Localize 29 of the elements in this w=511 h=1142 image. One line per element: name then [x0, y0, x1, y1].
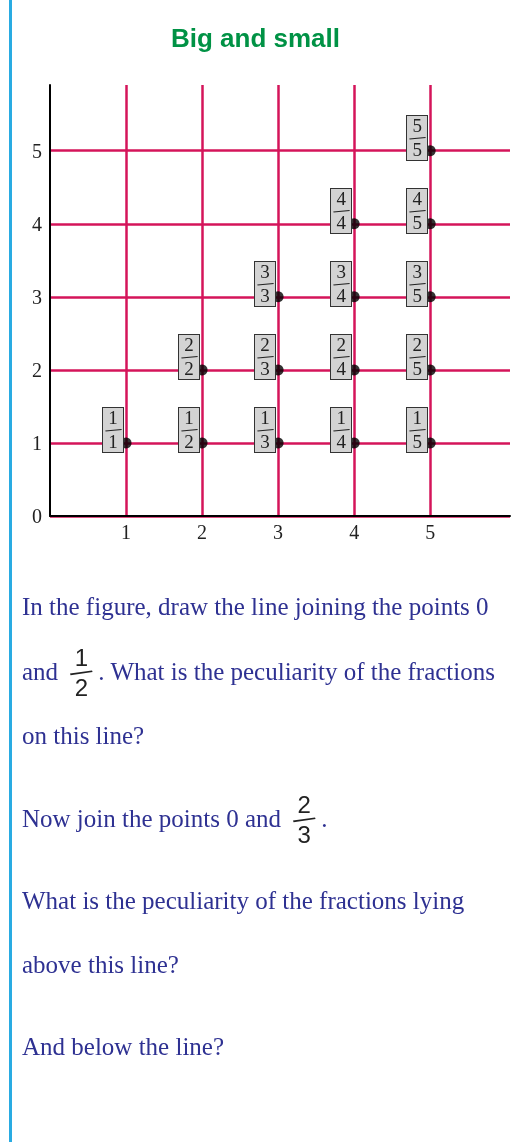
annotation: 1/3 [251, 407, 280, 453]
annotation: 1/2 [175, 407, 204, 453]
annotation: 3/4 [327, 261, 356, 307]
chart-title: Big and small [170, 23, 341, 53]
x-tick-label: 4 [349, 521, 360, 543]
y-tick-label: 4 [32, 212, 42, 235]
x-tick-label: 2 [197, 521, 208, 543]
annotation: 1/4 [327, 407, 356, 453]
annotation: 4/4 [327, 188, 356, 234]
y-tick-label: 2 [32, 358, 42, 381]
annotation: 4/5 [403, 188, 432, 234]
annotation: 1/5 [403, 407, 432, 453]
annotation: 2/5 [403, 334, 432, 380]
annotation: 3/5 [403, 261, 432, 307]
annotation: 5/5 [403, 115, 432, 161]
annotation: 2/3 [251, 334, 280, 380]
text: And below the line? [22, 1033, 225, 1060]
y-tick-label: 3 [32, 285, 42, 308]
y-tick-label: 5 [32, 139, 42, 162]
x-tick-label: 3 [273, 521, 284, 543]
y-tick-label: 0 [32, 505, 42, 527]
annotation: 2/2 [175, 334, 204, 380]
annotation: 3/3 [251, 261, 280, 307]
annotation: 2/4 [327, 334, 356, 380]
annotation: 1/1 [99, 407, 128, 453]
x-tick-label: 1 [121, 521, 132, 543]
text: What is the peculiarity of the fractions lying above this line? [22, 887, 465, 978]
y-tick-label: 1 [32, 431, 42, 454]
x-tick-label: 5 [425, 521, 436, 543]
